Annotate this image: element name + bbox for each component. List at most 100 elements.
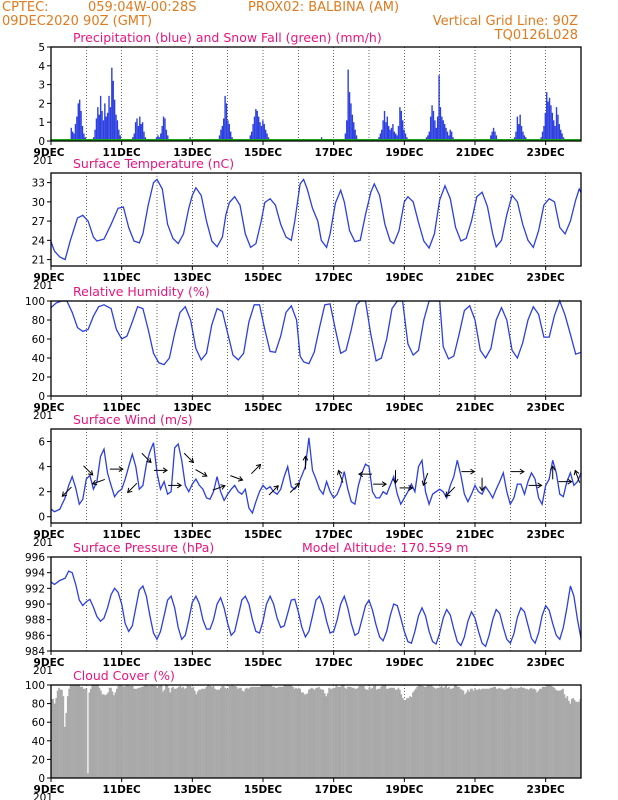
precip-bar	[438, 75, 440, 141]
cloud-cover-bar	[308, 689, 310, 778]
cloud-cover-bar	[110, 687, 112, 778]
wind-arrow-head	[392, 478, 399, 485]
panel-frame	[50, 300, 582, 397]
cloud-cover-bar	[498, 687, 501, 778]
panel-subtitle-pres: Model Altitude: 170.559 m	[302, 540, 468, 555]
cloud-cover-bar	[105, 694, 108, 778]
panel-title-precip: Precipitation (blue) and Snow Fall (gree…	[73, 30, 382, 45]
cloud-cover-bar	[319, 688, 322, 778]
cloud-cover-bar	[461, 689, 463, 778]
precip-bar	[523, 135, 526, 141]
cloud-cover-bar	[347, 686, 349, 778]
cloud-cover-bar	[232, 685, 235, 778]
wind-arrow-head	[537, 482, 543, 489]
cloud-cover-bar	[274, 687, 277, 778]
cloud-cover-bar	[257, 686, 260, 778]
x-tick-label: 15DEC	[244, 784, 283, 796]
cloud-cover-bar	[156, 687, 159, 778]
cloud-cover-bar	[263, 685, 265, 778]
cloud-cover-bar	[537, 690, 540, 778]
precip-bar	[70, 127, 72, 141]
cloud-cover-bar	[533, 688, 535, 778]
cloud-cover-bar	[565, 698, 567, 778]
precip-bar	[263, 124, 265, 141]
precip-bar	[348, 92, 351, 141]
cloud-cover-bar	[433, 687, 436, 778]
cloud-cover-bar	[240, 687, 242, 778]
cloud-cover-bar	[442, 687, 445, 778]
wind-direction-arrow	[127, 482, 138, 494]
panel-rh: Relative Humidity (%) 0 20 40 60 80 100 9DEC 11D…	[25, 284, 582, 422]
wind-direction-arrow	[83, 465, 94, 476]
panel-frame	[50, 172, 582, 267]
cloud-cover-bar	[88, 692, 91, 778]
wind-direction-arrow	[479, 477, 485, 492]
precip-bar	[109, 107, 112, 141]
cloud-cover-bar	[448, 686, 450, 778]
precip-bar	[137, 125, 140, 141]
cloud-cover-bar	[266, 685, 268, 778]
precip-bar	[249, 135, 251, 141]
cloud-cover-bar	[505, 688, 508, 778]
cloud-cover-bar	[282, 686, 284, 778]
cloud-cover-bar	[295, 687, 297, 778]
cloud-cover-bar	[471, 688, 473, 778]
cloud-cover-bar	[258, 686, 261, 778]
cloud-cover-bar	[429, 685, 432, 778]
cloud-cover-bar	[394, 689, 397, 778]
precip-bar	[102, 120, 105, 141]
precip-bar	[432, 110, 435, 141]
x-tick-label: 19DEC	[385, 272, 424, 284]
wind-arrow-head	[255, 463, 262, 470]
cloud-cover-bar	[443, 686, 446, 778]
x-tick-label: 23DEC	[527, 402, 566, 414]
cloud-cover-bar	[318, 686, 320, 778]
precip-bar	[402, 120, 404, 141]
cloud-cover-bar	[560, 689, 563, 778]
precip-bar	[77, 103, 79, 141]
cloud-cover-bar	[215, 689, 218, 778]
wind-direction-arrow	[230, 475, 244, 482]
cloud-cover-bar	[276, 687, 278, 778]
cloud-cover-bar	[206, 685, 209, 778]
y-tick-label: 0	[38, 136, 45, 148]
cloud-cover-bar	[438, 687, 440, 778]
cloud-cover-bar	[101, 694, 104, 778]
y-tick-label: 984	[25, 646, 45, 658]
precip-bar	[76, 116, 78, 141]
cloud-cover-bar	[543, 686, 546, 778]
x-tick-label: 11DEC	[103, 402, 142, 414]
cloud-cover-bar	[117, 685, 120, 778]
cloud-cover-bar	[456, 686, 459, 778]
precip-bar	[519, 114, 521, 141]
year-label: 201	[33, 792, 53, 800]
cloud-cover-bar	[542, 686, 544, 778]
cloud-cover-bar	[527, 689, 530, 778]
cloud-cover-bar	[120, 685, 122, 778]
wind-arrow-head	[87, 470, 94, 476]
cloud-cover-bar	[176, 687, 179, 778]
cloud-cover-bar	[367, 689, 369, 778]
cloud-cover-bar	[334, 687, 336, 778]
y-tick-label: 60	[32, 334, 45, 346]
year-label: 201	[33, 155, 53, 167]
cloud-cover-bar	[526, 688, 528, 778]
cloud-cover-bar	[62, 696, 65, 778]
cloud-cover-bar	[137, 687, 140, 778]
cloud-cover-bar	[169, 692, 172, 778]
cloud-cover-bar	[370, 688, 372, 778]
precip-bar	[105, 116, 107, 141]
wind-arrow-head	[237, 476, 244, 482]
cloud-cover-bar	[199, 689, 202, 778]
cloud-cover-bar	[328, 687, 330, 778]
precip-bar	[116, 120, 119, 141]
cloud-cover-bar	[172, 686, 174, 778]
cloud-cover-bar	[175, 688, 177, 778]
precip-bar	[434, 120, 436, 141]
cloud-cover-bar	[284, 685, 287, 778]
cloud-cover-bar	[188, 685, 190, 778]
cloud-cover-bar	[237, 688, 239, 778]
cloud-cover-bar	[121, 685, 124, 778]
cloud-cover-bar	[141, 686, 144, 778]
wind-direction-arrow	[195, 469, 208, 477]
